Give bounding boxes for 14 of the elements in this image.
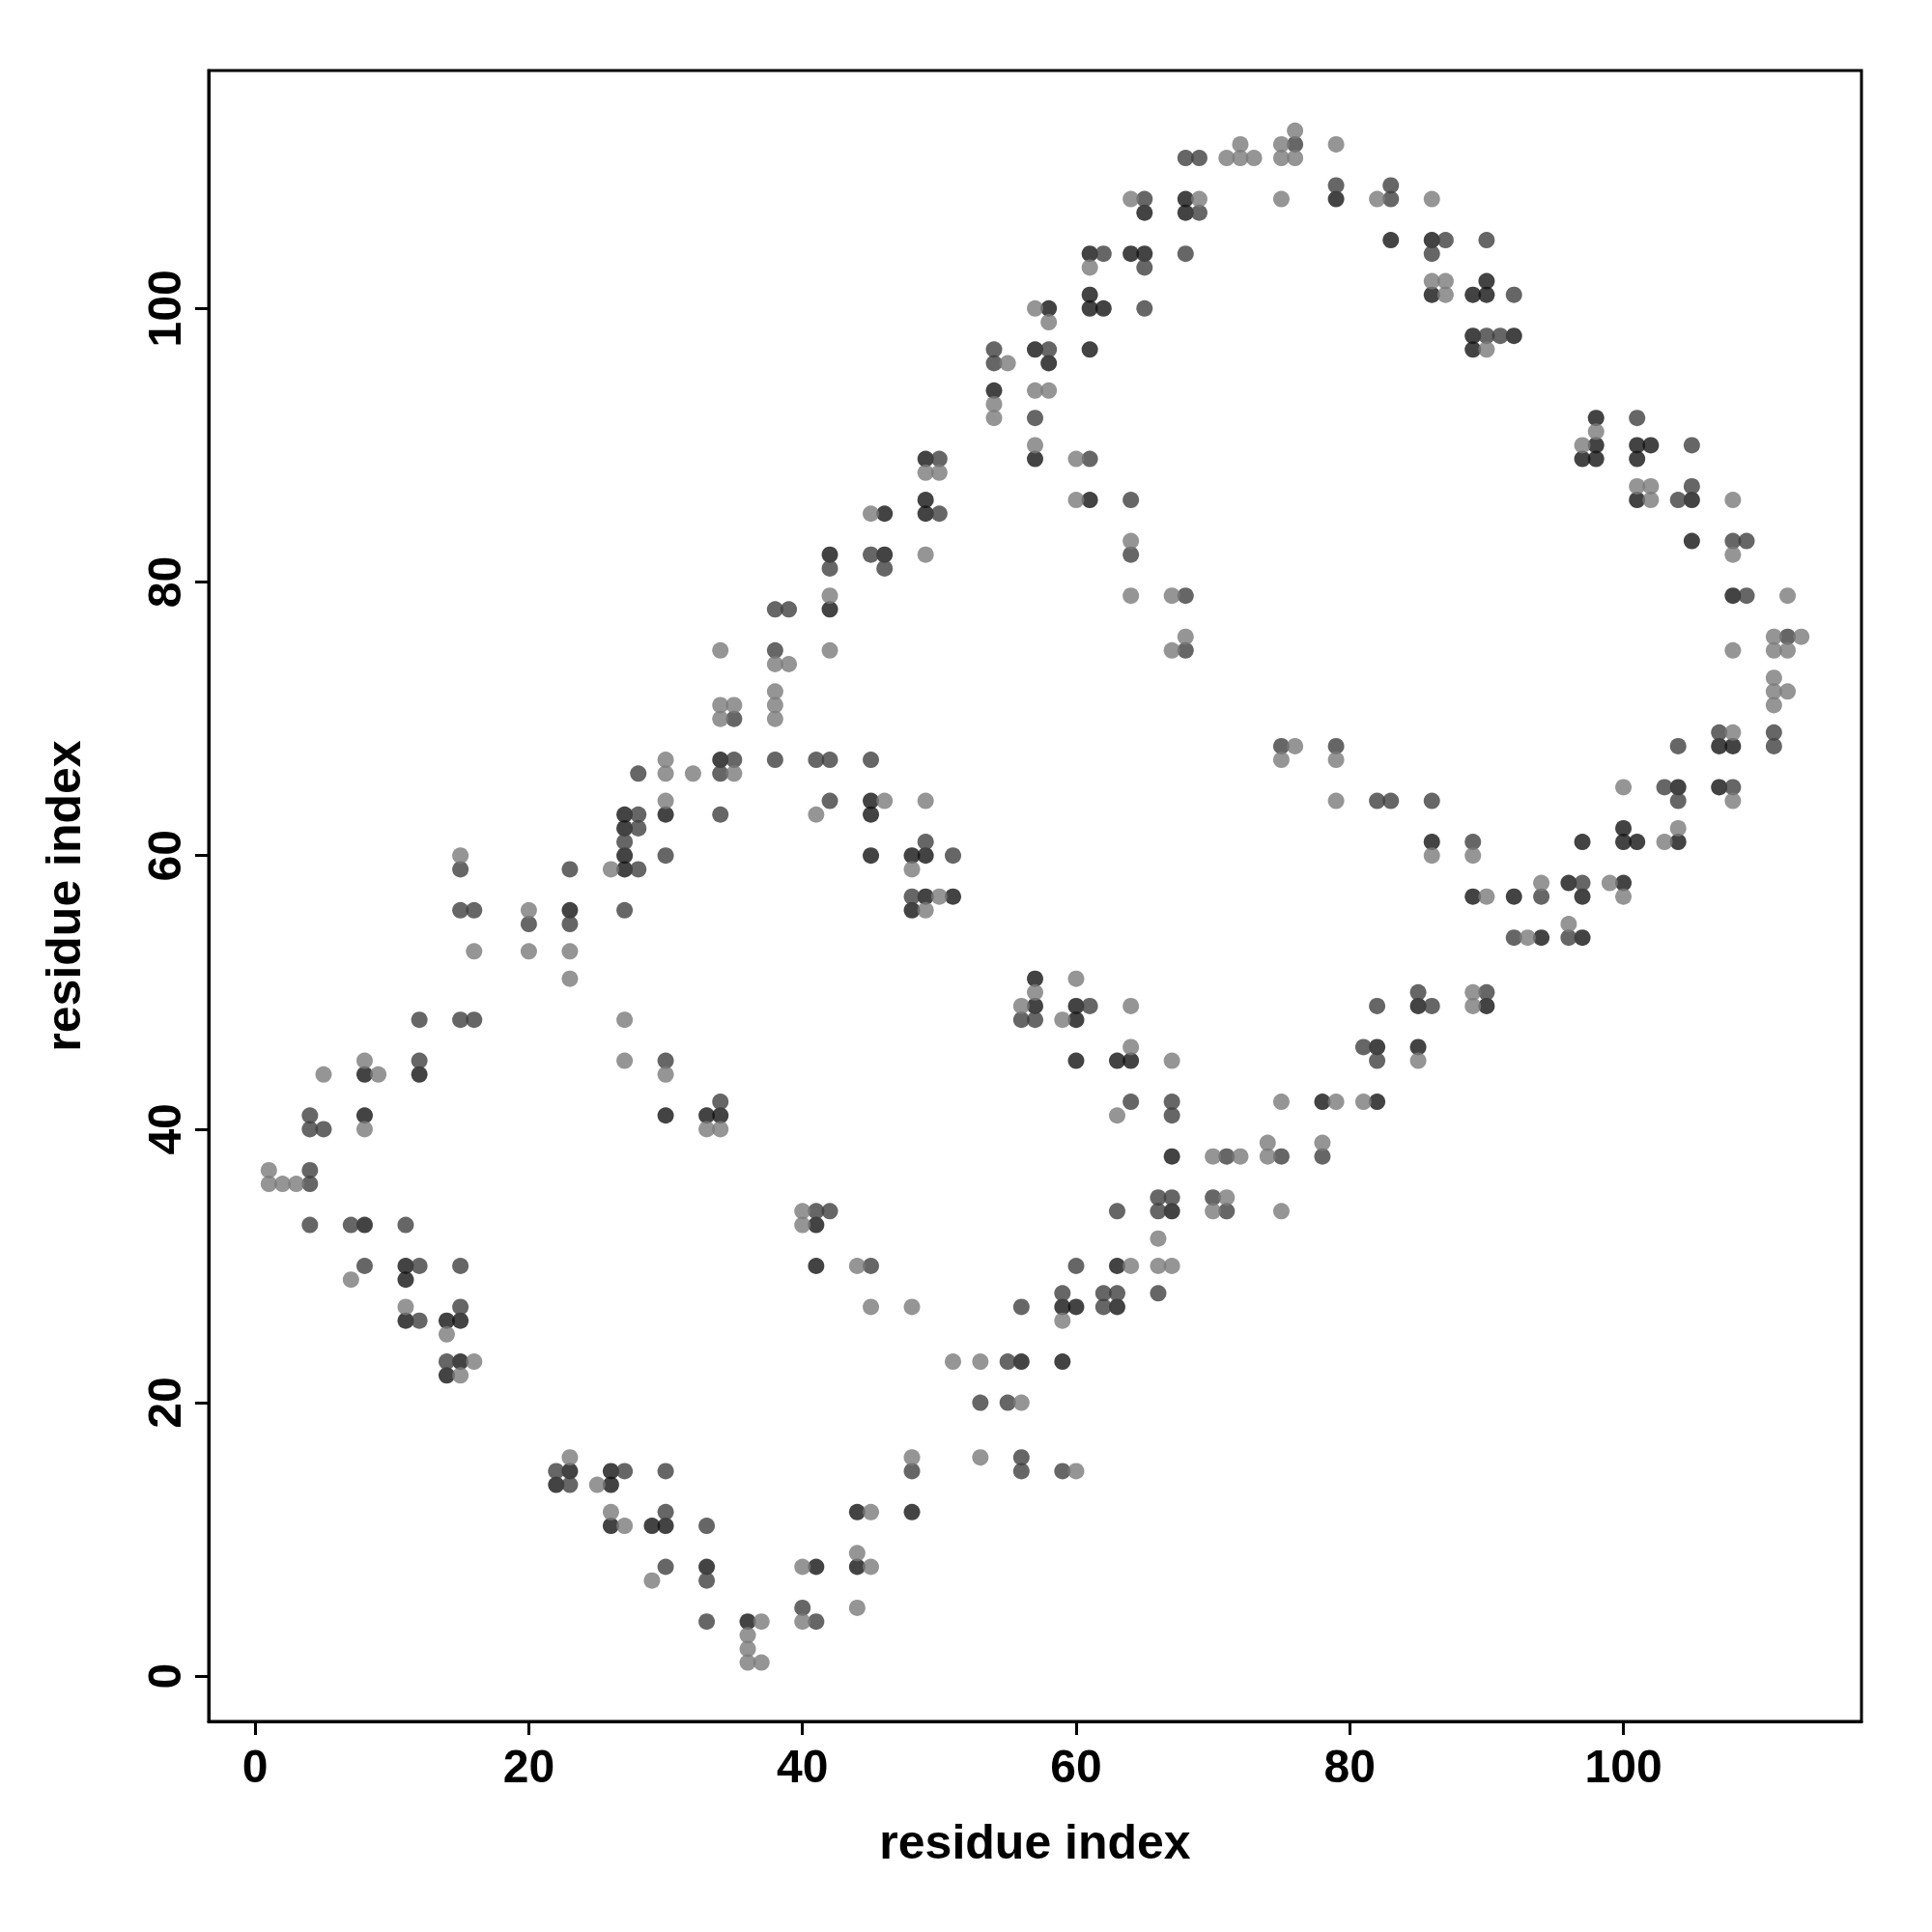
x-tick-label: 0 [242,1740,269,1792]
y-tick-label: 80 [138,555,190,609]
x-tick-label: 80 [1323,1740,1376,1792]
x-tick-label: 60 [1050,1740,1102,1792]
y-axis-title: residue index [37,740,91,1052]
x-tick-label: 100 [1584,1740,1662,1792]
x-tick-label: 40 [777,1740,829,1792]
x-axis-title: residue index [879,1815,1191,1869]
y-tick-label: 40 [138,1103,190,1155]
y-tick-label: 100 [138,270,190,348]
y-tick-label: 0 [138,1662,190,1690]
y-tick-label: 60 [138,830,190,882]
y-tick-label: 20 [138,1377,190,1429]
x-tick-label: 20 [502,1740,555,1792]
